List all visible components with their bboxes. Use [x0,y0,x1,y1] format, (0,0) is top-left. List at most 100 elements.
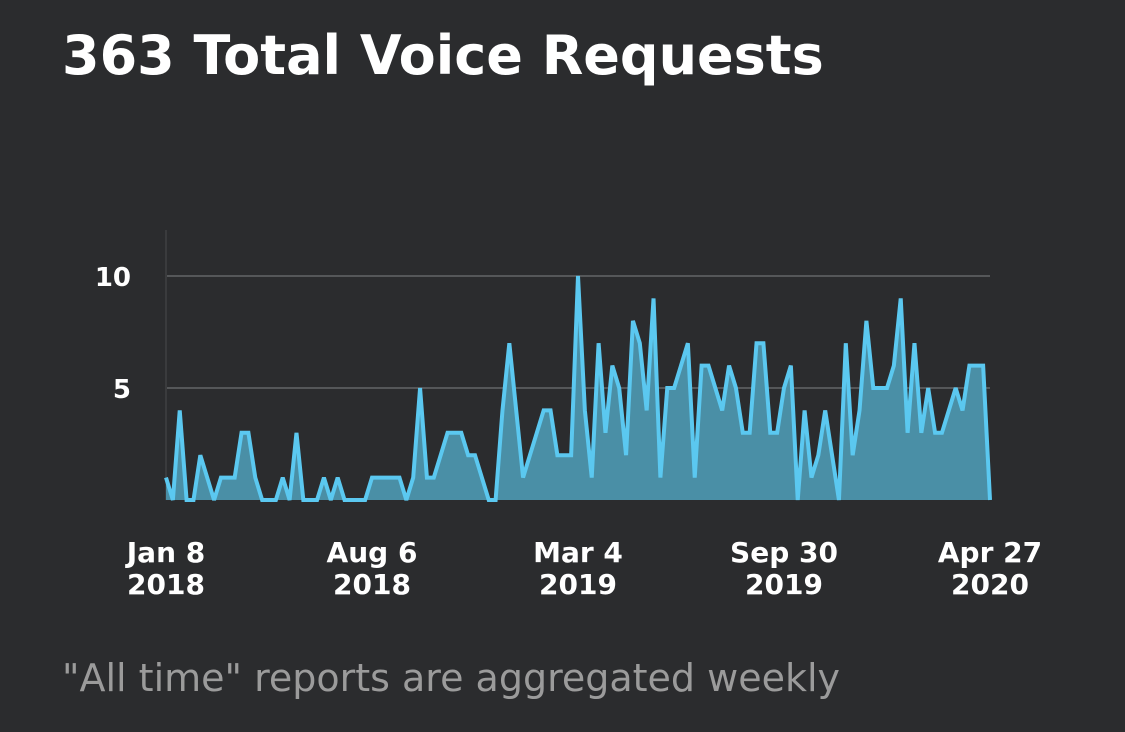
data-point [734,386,738,390]
data-point [961,408,965,412]
data-point [198,453,202,457]
data-point [899,296,903,300]
data-point [878,386,882,390]
x-tick-label: Sep 30 2019 [730,536,838,601]
data-point [418,386,422,390]
data-point [487,498,491,502]
data-point [459,431,463,435]
series-fill [166,276,990,500]
data-point [631,319,635,323]
data-point [171,498,175,502]
data-point [892,364,896,368]
data-point [432,476,436,480]
data-point [624,453,628,457]
data-point [809,476,813,480]
data-point [301,498,305,502]
x-tick-label: Jan 8 2018 [125,536,205,601]
data-point [205,476,209,480]
data-point [336,476,340,480]
data-point [603,431,607,435]
data-point [583,408,587,412]
data-point [837,498,841,502]
data-point [274,498,278,502]
data-point [926,386,930,390]
data-point [308,498,312,502]
data-point [782,386,786,390]
x-tick-label: Aug 6 2018 [327,536,418,601]
data-point [562,453,566,457]
data-point [397,476,401,480]
data-point [288,498,292,502]
data-point [693,476,697,480]
data-point [686,341,690,345]
y-axis-ticks: 5 10 [95,263,131,405]
data-point [507,341,511,345]
data-point [439,453,443,457]
data-point [240,431,244,435]
series-line [164,275,992,502]
data-point [514,408,518,412]
data-point [377,476,381,480]
data-point [988,498,992,502]
data-point [858,408,862,412]
data-point [212,498,216,502]
data-point [233,476,237,480]
data-point [658,476,662,480]
data-point [638,341,642,345]
x-tick-label: Apr 27 2020 [938,536,1042,601]
data-point [555,453,559,457]
data-point [741,431,745,435]
data-point [796,498,800,502]
data-point [672,386,676,390]
series-area [164,275,992,502]
data-point [755,341,759,345]
data-point [356,498,360,502]
data-point [452,431,456,435]
data-point [974,364,978,368]
data-point [775,431,779,435]
data-point [294,431,298,435]
data-point [803,408,807,412]
data-point [500,408,504,412]
data-point [391,476,395,480]
data-point [713,386,717,390]
chart-area: 5 10 Jan 8 2018 Aug 6 2018 Mar 4 2019 Sep 30 201… [95,230,1042,601]
data-point [851,453,855,457]
data-point [830,453,834,457]
data-point [329,498,333,502]
data-point [246,431,250,435]
data-point [947,408,951,412]
data-point [542,408,546,412]
data-point [322,476,326,480]
data-point [226,476,230,480]
data-point [885,386,889,390]
data-point [844,341,848,345]
y-tick-label: 10 [95,263,131,293]
data-point [219,476,223,480]
data-point [789,364,793,368]
data-point [981,364,985,368]
data-point [370,476,374,480]
data-point [679,364,683,368]
data-point [912,341,916,345]
data-point [267,498,271,502]
data-point [569,453,573,457]
data-point [617,386,621,390]
data-point [549,408,553,412]
data-point [864,319,868,323]
data-point [446,431,450,435]
data-point [185,498,189,502]
data-point [480,476,484,480]
x-axis-ticks: Jan 8 2018 Aug 6 2018 Mar 4 2019 Sep 30 2019 Apr… [125,536,1042,601]
y-tick-label: 5 [113,375,131,405]
data-point [528,453,532,457]
data-point [768,431,772,435]
data-point [411,476,415,480]
data-point [253,476,257,480]
data-point [954,386,958,390]
data-point [349,498,353,502]
data-point [466,453,470,457]
data-point [720,408,724,412]
data-point [315,498,319,502]
data-point [473,453,477,457]
